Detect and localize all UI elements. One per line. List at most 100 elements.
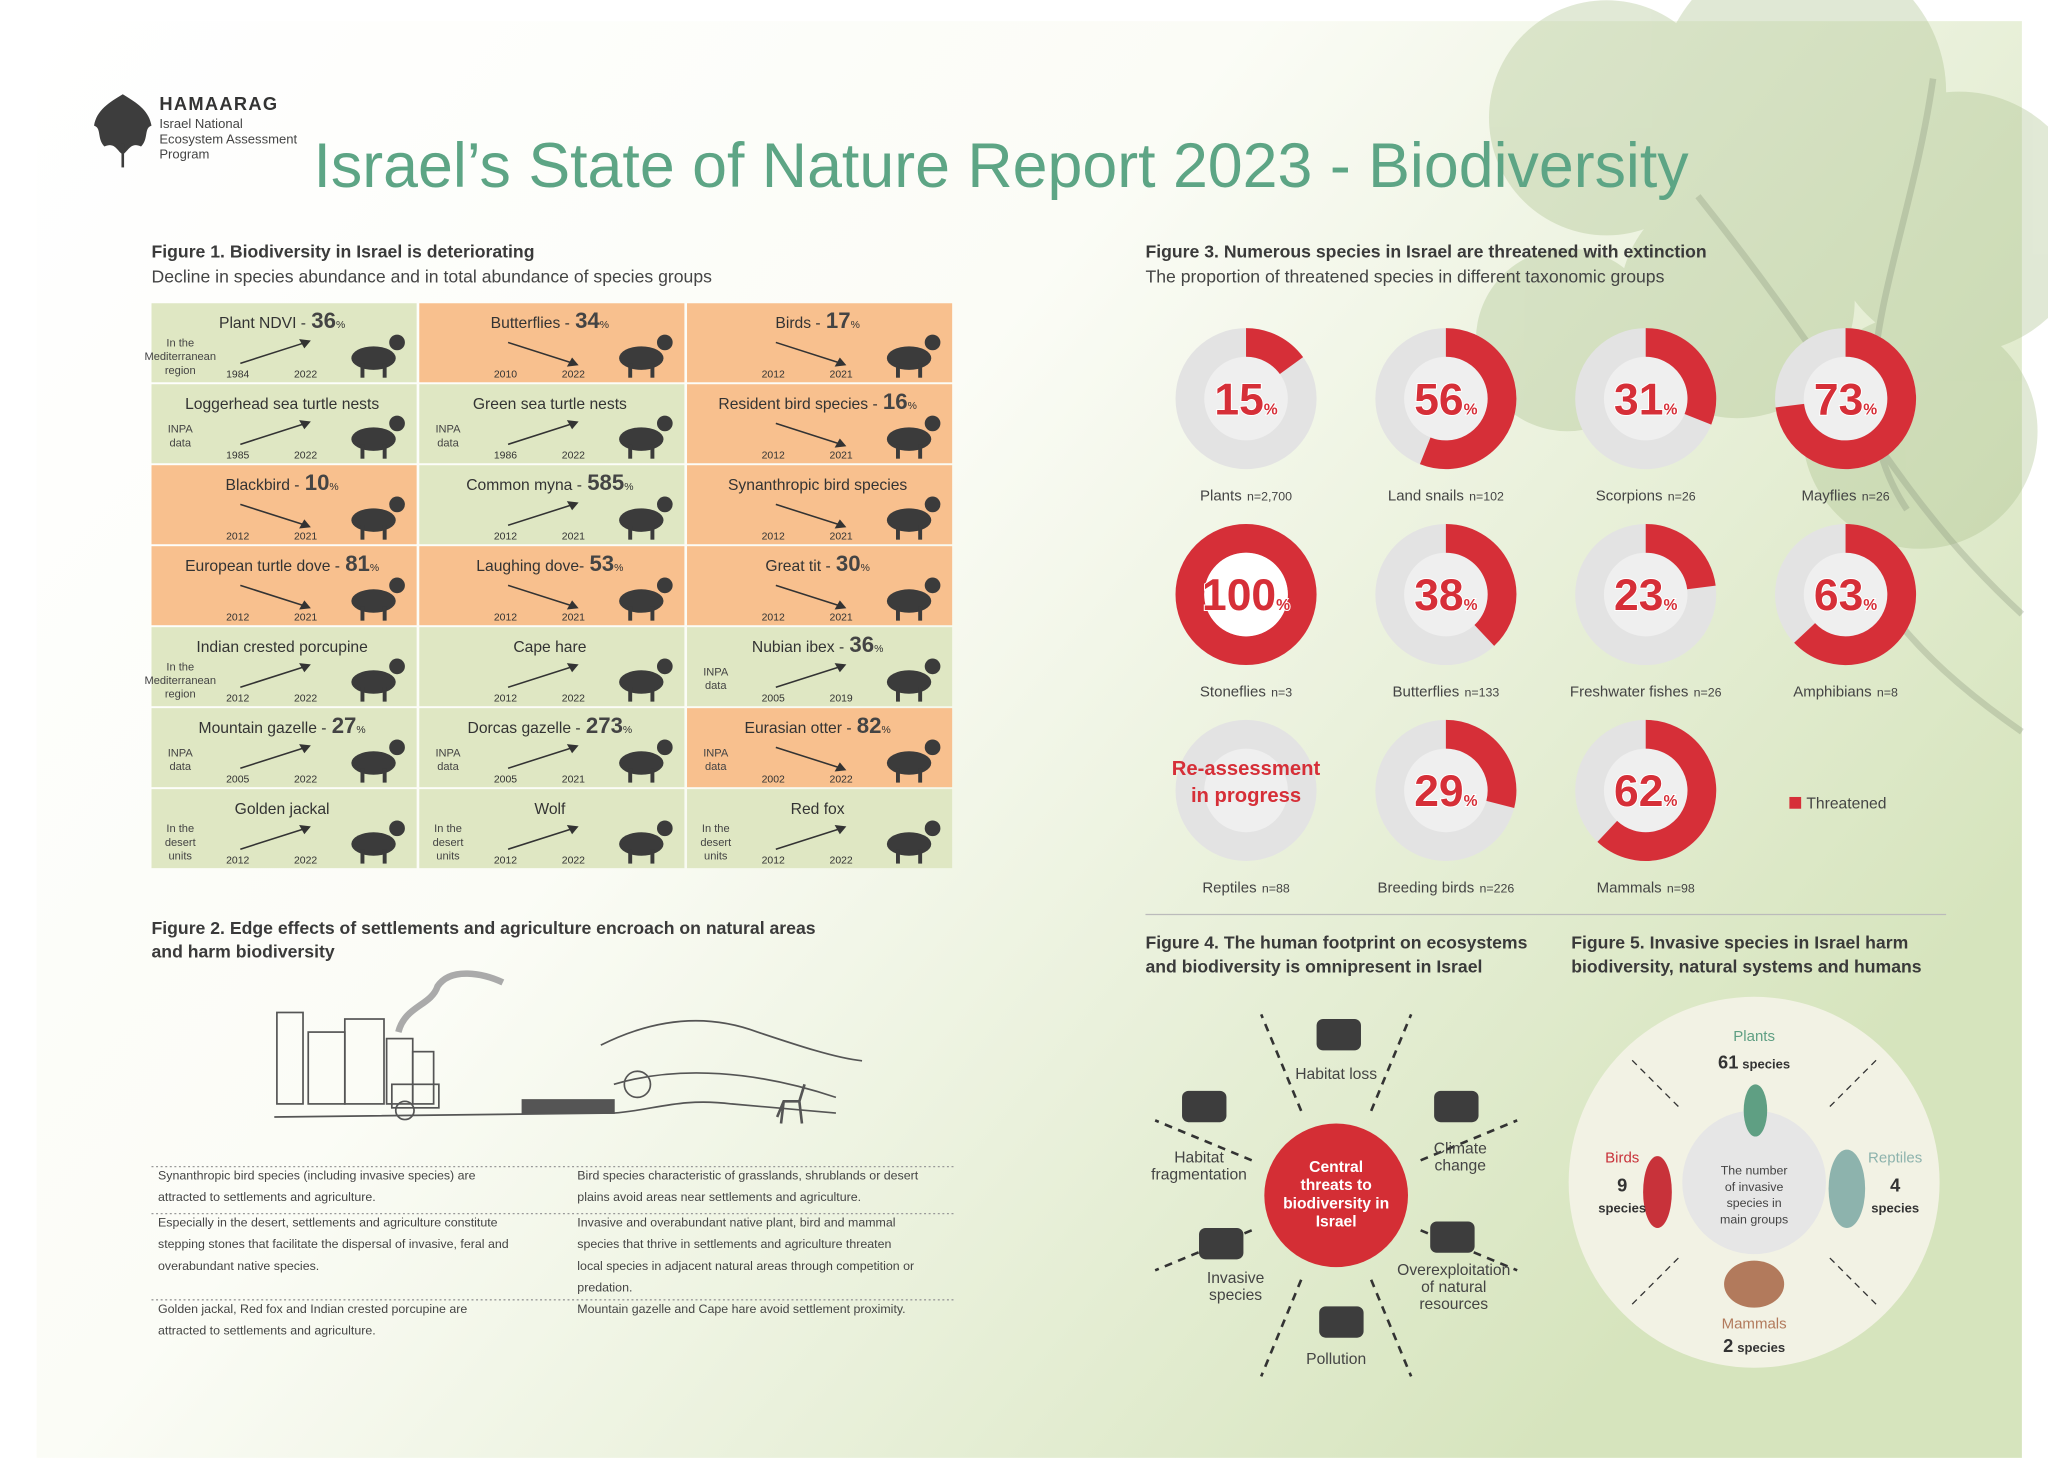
threatened-percent: 63% [1814, 571, 1877, 620]
trend-arrow [507, 746, 574, 769]
species-name: Golden jackal [235, 801, 330, 818]
cell-note-line: INPA [435, 424, 461, 436]
cell-note-line: In the [166, 823, 194, 835]
silhouette-leg [650, 768, 655, 783]
center-text-line: The number [1721, 1163, 1788, 1177]
trend-arrowhead [834, 600, 847, 610]
trend-arrow [775, 827, 842, 850]
year-end: 2021 [294, 532, 317, 543]
donut-hole [1603, 552, 1688, 637]
silhouette-leg [896, 444, 900, 459]
change-unit: % [881, 725, 890, 736]
cell-note-line: desert [433, 837, 464, 849]
animal-silhouette [886, 577, 941, 621]
year-start: 2005 [762, 694, 785, 705]
change-unit: % [370, 563, 379, 574]
cell-note: INPA data [435, 747, 461, 773]
trend-arrow [507, 827, 574, 850]
year-start: 2012 [762, 856, 785, 867]
animal-silhouette [351, 496, 405, 540]
year-start: 2012 [494, 694, 517, 705]
trend-arrow [507, 503, 574, 527]
trend-arrowhead [566, 501, 579, 511]
group-label: Breeding birds n=226 [1377, 879, 1514, 896]
animal-silhouette [619, 577, 673, 621]
year-end: 2021 [562, 775, 585, 786]
group-count: 61 [1718, 1052, 1738, 1073]
cell-note-line: INPA [703, 667, 729, 679]
trend-arrow [240, 584, 306, 608]
hills [600, 1019, 863, 1099]
trend-arrow [507, 584, 574, 608]
silhouette-body [351, 427, 396, 451]
silhouette-leg [628, 687, 633, 702]
threat-label-line: of natural [1421, 1279, 1486, 1296]
silhouette-head [656, 739, 673, 756]
species-label: Green sea turtle nests [473, 396, 627, 413]
cell-note: In the desert units [433, 823, 464, 862]
year-start: 1985 [226, 451, 249, 462]
threat-divider [1154, 1119, 1253, 1162]
silhouette-leg [382, 687, 387, 702]
threat-label-line: change [1435, 1158, 1487, 1175]
species-label: Cape hare [513, 639, 586, 656]
silhouette-body [886, 346, 932, 370]
threat-label-line: Habitat loss [1295, 1066, 1377, 1083]
silhouette-body [351, 346, 396, 370]
change-value: 36 [849, 632, 874, 657]
center-text: The number of invasive species in main grou… [1720, 1163, 1788, 1226]
group-n: n=2,700 [1247, 489, 1292, 503]
group-label: Land snails n=102 [1388, 487, 1504, 504]
trend-arrowhead [834, 825, 847, 835]
group-count-line: 61 species [1718, 1052, 1790, 1073]
group-name: Amphibians [1793, 683, 1871, 700]
species-name: Dorcas gazelle - [468, 720, 581, 737]
cell-note-line: data [705, 680, 727, 692]
smoke [395, 970, 505, 1034]
species-name: Nubian ibex - [752, 639, 844, 656]
org-name: HAMAARAG [159, 93, 278, 114]
cell-note-line: INPA [703, 747, 729, 759]
threat-divider [1369, 1279, 1413, 1377]
animal-silhouette [351, 658, 405, 702]
percent-value: 100 [1202, 571, 1276, 620]
silhouette-leg [918, 606, 923, 621]
table-cell: Bird species characteristic of grassland… [577, 1169, 918, 1205]
threatened-arc [1175, 523, 1317, 666]
change-value: 81 [345, 551, 370, 576]
threat-label-line: Invasive [1207, 1270, 1265, 1287]
donut-hole [1603, 356, 1688, 441]
cell-note-line: In the [434, 823, 462, 835]
silhouette-leg [360, 687, 365, 702]
table-cell-line: predation. [577, 1280, 632, 1294]
silhouette-head [924, 415, 941, 432]
silhouette-leg [918, 768, 923, 783]
group-icon [1724, 1260, 1785, 1308]
threatened-arc [1445, 719, 1517, 808]
figure-title: Figure 4. The human footprint on ecosyst… [1145, 932, 1527, 976]
group-n: n=26 [1862, 489, 1890, 503]
silhouette-leg [360, 363, 365, 378]
group-unit: species [1871, 1200, 1919, 1215]
change-value: 34 [575, 308, 600, 333]
trend-arrowhead [566, 744, 579, 754]
silhouette-leg [360, 849, 365, 864]
group-count-line: 2 species [1723, 1335, 1785, 1356]
silhouette-body [619, 832, 664, 856]
species-label: Laughing dove- 53% [476, 551, 623, 576]
silhouette-leg [628, 363, 633, 378]
silhouette-head [924, 577, 941, 594]
species-name: European turtle dove - [185, 558, 340, 575]
table-cell-line: local species in adjacent natural areas … [577, 1259, 914, 1273]
change-value: 16 [883, 389, 908, 414]
species-label: Butterflies - 34% [491, 308, 609, 333]
group-label: Stoneflies n=3 [1200, 683, 1292, 700]
species-label: Dorcas gazelle - 273% [468, 713, 633, 738]
threatened-percent: 100% [1202, 571, 1290, 620]
animal-silhouette [619, 658, 673, 702]
silhouette-body [886, 670, 932, 694]
species-name: Plant NDVI - [219, 315, 306, 332]
year-end: 2021 [830, 451, 853, 462]
silhouette-leg [918, 444, 923, 459]
